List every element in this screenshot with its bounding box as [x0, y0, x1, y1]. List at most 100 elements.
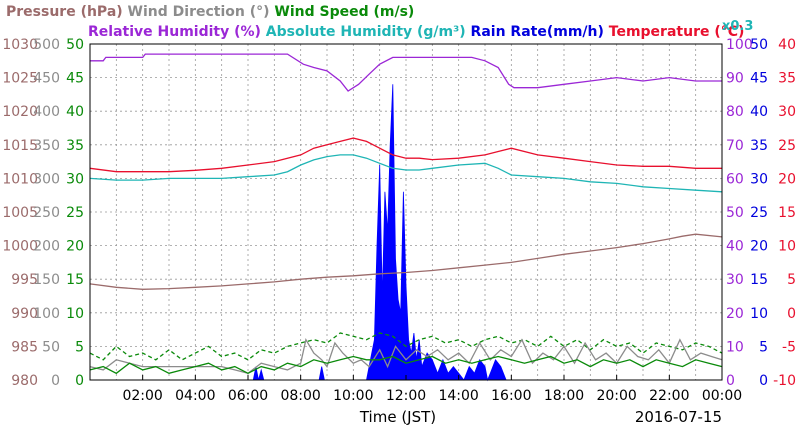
y-tick-wind-direction: 200	[33, 239, 60, 255]
x-tick-label: 20:00	[596, 388, 636, 404]
y-tick-wind-speed: 20	[66, 239, 84, 255]
y-tick-wind-speed: 25	[66, 205, 84, 221]
x-tick-label: 06:00	[228, 388, 268, 404]
legend-entry: Temperature (°C)	[604, 24, 745, 40]
y-tick-wind-speed: 10	[66, 306, 84, 322]
y-tick-temperature: -10	[773, 373, 796, 389]
y-tick-rain-rate: 15	[750, 272, 768, 288]
y-tick-relative-humidity: 100	[726, 37, 753, 53]
y-tick-wind-speed: 30	[66, 171, 84, 187]
y-tick-relative-humidity: 60	[726, 171, 744, 187]
y-tick-temperature: 15	[778, 205, 796, 221]
y-tick-wind-direction: 250	[33, 205, 60, 221]
y-tick-pressure: 1010	[2, 171, 38, 187]
y-tick-rain-rate: 45	[750, 71, 768, 87]
y-tick-pressure: 1025	[2, 71, 38, 87]
x-tick-label: 22:00	[649, 388, 689, 404]
y-tick-wind-speed: 40	[66, 104, 84, 120]
y-tick-relative-humidity: 50	[726, 205, 744, 221]
legend-scale-note: x0.3	[722, 19, 753, 34]
y-tick-relative-humidity: 40	[726, 239, 744, 255]
y-tick-pressure: 1020	[2, 104, 38, 120]
x-tick-label: 10:00	[333, 388, 373, 404]
x-tick-label: 14:00	[438, 388, 478, 404]
y-tick-temperature: -5	[782, 339, 796, 355]
y-tick-pressure: 1000	[2, 239, 38, 255]
series-pressure-hpa	[89, 233, 723, 290]
x-tick-label: 00:00	[702, 388, 742, 404]
series-wind-speed-m-s	[89, 355, 723, 375]
y-tick-temperature: 20	[778, 171, 796, 187]
y-tick-rain-rate: 20	[750, 239, 768, 255]
y-tick-temperature: 25	[778, 138, 796, 154]
y-tick-wind-speed: 15	[66, 272, 84, 288]
legend-entry: Pressure (hPa)	[6, 4, 123, 20]
y-tick-temperature: 30	[778, 104, 796, 120]
y-tick-wind-speed: 5	[75, 339, 84, 355]
legend-entry: Wind Speed (m/s)	[270, 4, 415, 20]
x-tick-label: 08:00	[280, 388, 320, 404]
y-tick-wind-speed: 35	[66, 138, 84, 154]
y-tick-wind-direction: 0	[51, 373, 60, 389]
y-tick-relative-humidity: 80	[726, 104, 744, 120]
y-tick-wind-direction: 450	[33, 71, 60, 87]
y-tick-pressure: 1015	[2, 138, 38, 154]
y-tick-pressure: 985	[11, 339, 38, 355]
series-wind-speed-max-m-s	[89, 332, 723, 361]
legend-entry: Wind Direction (°)	[123, 4, 270, 20]
axis-labels: 9809859909951000100510101015102010251030…	[2, 37, 796, 404]
series-temperature-c	[89, 137, 722, 173]
series-layer	[89, 53, 723, 382]
series-wind-direction	[89, 337, 723, 375]
y-tick-wind-direction: 100	[33, 306, 60, 322]
y-tick-temperature: 0	[787, 306, 796, 322]
y-tick-relative-humidity: 70	[726, 138, 744, 154]
y-tick-temperature: 35	[778, 71, 796, 87]
date-label: 2016-07-15	[635, 408, 722, 426]
y-tick-rain-rate: 0	[759, 373, 768, 389]
chart-legend-line-2: Relative Humidity (%) Absolute Humidity …	[88, 24, 744, 40]
x-tick-label: 12:00	[386, 388, 426, 404]
x-tick-label: 04:00	[175, 388, 215, 404]
y-tick-relative-humidity: 20	[726, 306, 744, 322]
y-tick-wind-speed: 0	[75, 373, 84, 389]
x-tick-label: 02:00	[122, 388, 162, 404]
series-relative-humidity	[90, 53, 722, 92]
y-tick-relative-humidity: 0	[726, 373, 735, 389]
y-tick-rain-rate: 30	[750, 171, 768, 187]
y-tick-temperature: 40	[778, 37, 796, 53]
y-tick-relative-humidity: 30	[726, 272, 744, 288]
y-tick-wind-direction: 500	[33, 37, 60, 53]
y-tick-rain-rate: 25	[750, 205, 768, 221]
x-tick-label: 16:00	[491, 388, 531, 404]
y-tick-pressure: 980	[11, 373, 38, 389]
y-tick-relative-humidity: 90	[726, 71, 744, 87]
y-tick-rain-rate: 5	[759, 339, 768, 355]
y-tick-rain-rate: 10	[750, 306, 768, 322]
y-tick-pressure: 1005	[2, 205, 38, 221]
chart-legend-line-1: Pressure (hPa) Wind Direction (°) Wind S…	[6, 4, 414, 20]
legend-entry: Absolute Humidity (g/m³)	[261, 24, 466, 40]
series-rain-rate	[90, 84, 722, 382]
legend-entry: Rain Rate(mm/h)	[466, 24, 604, 40]
y-tick-wind-direction: 150	[33, 272, 60, 288]
y-tick-wind-direction: 350	[33, 138, 60, 154]
y-tick-temperature: 5	[787, 272, 796, 288]
x-tick-label: 18:00	[544, 388, 584, 404]
legend-entry: Relative Humidity (%)	[88, 24, 261, 40]
y-tick-wind-speed: 45	[66, 71, 84, 87]
y-tick-wind-direction: 50	[42, 339, 60, 355]
x-axis-label: Time (JST)	[359, 408, 436, 426]
y-tick-rain-rate: 40	[750, 104, 768, 120]
y-tick-wind-direction: 300	[33, 171, 60, 187]
y-tick-rain-rate: 50	[750, 37, 768, 53]
y-tick-rain-rate: 35	[750, 138, 768, 154]
y-tick-relative-humidity: 10	[726, 339, 744, 355]
y-tick-pressure: 1030	[2, 37, 38, 53]
y-tick-pressure: 995	[11, 272, 38, 288]
y-tick-wind-direction: 400	[33, 104, 60, 120]
series-absolute-humidity-g-m	[89, 154, 723, 193]
y-tick-wind-speed: 50	[66, 37, 84, 53]
